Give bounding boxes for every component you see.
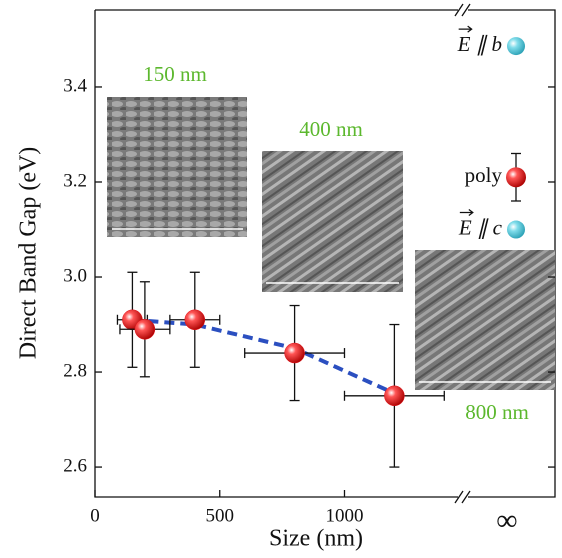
point: [507, 221, 525, 239]
chart: 150 nm 400 nm 800 nm Size (nm) Direct Ba…: [0, 0, 562, 558]
x-tick-label: 500: [205, 505, 234, 526]
point: [185, 310, 205, 330]
legend-label: poly: [465, 163, 503, 187]
x-infinity-label: ∞: [496, 504, 517, 537]
point: [285, 343, 305, 363]
point: [507, 37, 525, 55]
x-tick-label: 0: [90, 505, 100, 526]
image-label: 400 nm: [299, 117, 363, 141]
y-tick-label: 3.0: [63, 265, 87, 286]
image-label: 150 nm: [143, 62, 207, 86]
fit-line: [132, 320, 394, 394]
sem-images: [107, 97, 555, 390]
legend-label: E ∥ b: [457, 32, 502, 56]
x-axis-label: Size (nm): [269, 526, 363, 552]
y-tick-label: 3.4: [63, 75, 87, 96]
point: [506, 167, 526, 187]
x-tick-label: 1000: [325, 505, 363, 526]
y-tick-label: 2.6: [63, 455, 87, 476]
point: [384, 386, 404, 406]
point: [135, 319, 155, 339]
legend-label: E ∥ c: [458, 215, 503, 239]
y-tick-label: 3.2: [63, 170, 87, 191]
image-label: 800 nm: [465, 400, 529, 424]
y-axis-label: Direct Band Gap (eV): [16, 147, 42, 360]
y-tick-label: 2.8: [63, 360, 87, 381]
